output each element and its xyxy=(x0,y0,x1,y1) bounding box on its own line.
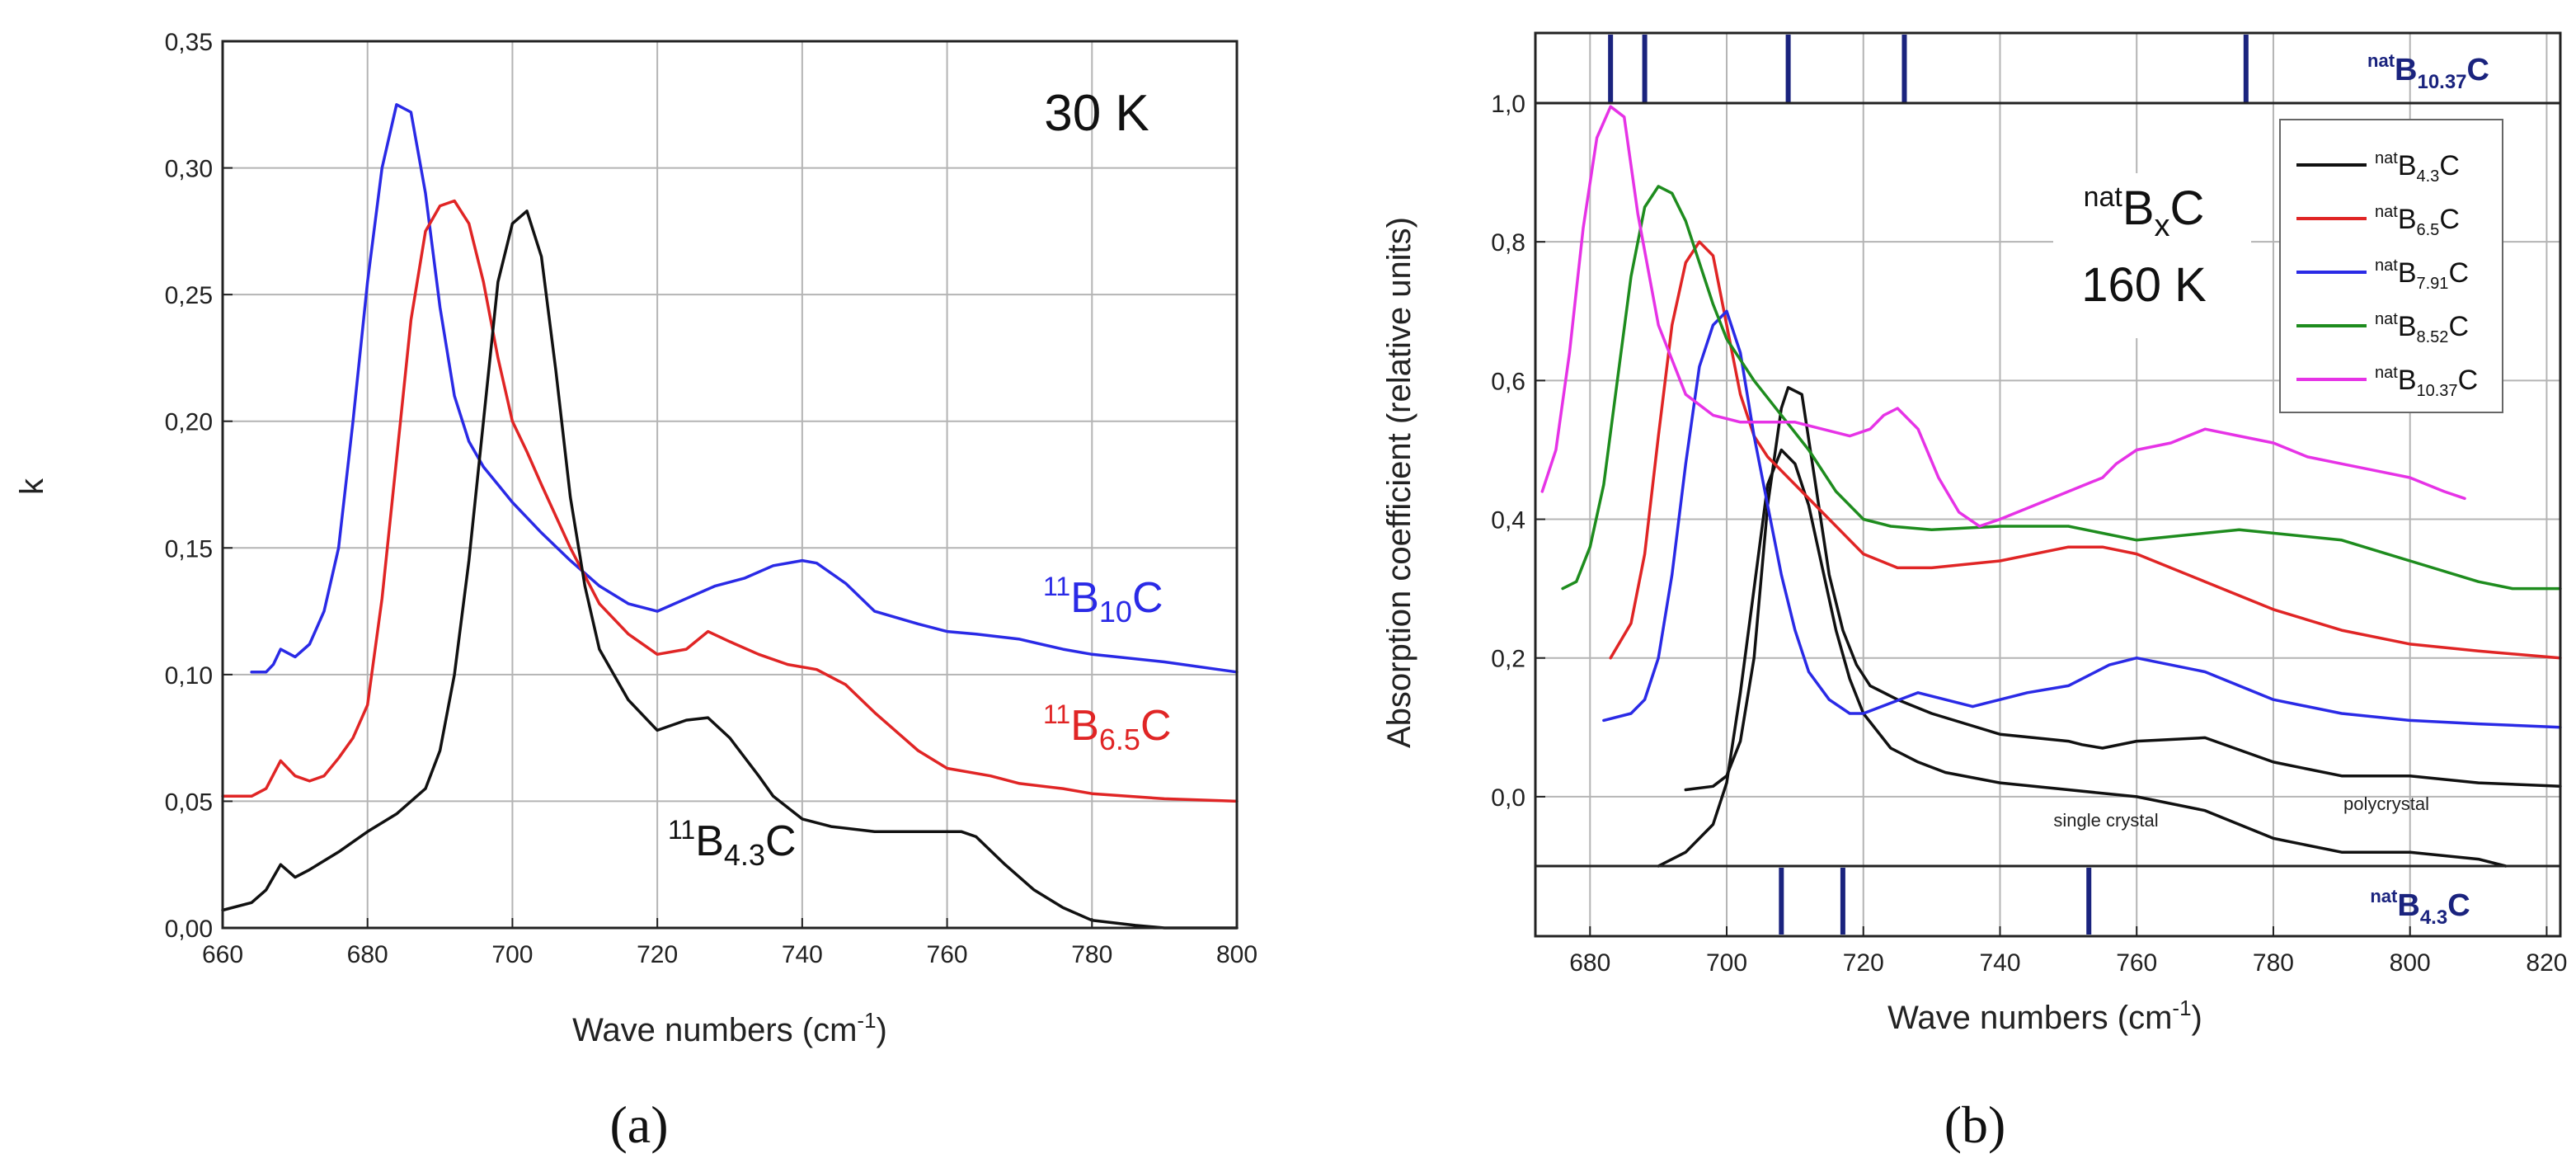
y-tick-label: 0,6 xyxy=(1491,368,1525,395)
chart-a-label-b65c: 11B6.5C xyxy=(1043,699,1172,756)
legend-label-nb1037c: natB10.37C xyxy=(2375,364,2478,400)
chart-b-top-strip-label: natB10.37C xyxy=(2367,50,2489,93)
x-tick-label: 660 xyxy=(202,941,243,968)
x-tick-label: 680 xyxy=(1569,949,1610,977)
chart-a-x-axis-label: Wave numbers (cm-1) xyxy=(572,1008,887,1048)
y-tick-label: 0,20 xyxy=(165,409,213,436)
chart-a-plot-frame xyxy=(221,40,1239,930)
chart-b-plot-frame xyxy=(1534,31,2562,938)
x-tick-label: 740 xyxy=(1979,949,2020,977)
series-line-nb43c_sc xyxy=(1657,448,2508,868)
chart-a-label-b10c: 11B10C xyxy=(1043,572,1163,629)
chart-b-y-ticks: 0,0 0,2 0,4 0,6 0,8 1,0 xyxy=(1491,91,1545,812)
y-tick-label: 1,0 xyxy=(1491,91,1525,118)
legend-label-nb65c: natB6.5C xyxy=(2375,203,2460,239)
chart-b: 680 700 720 740 760 780 800 820 0,0 0,2 0,4 0,6 0,8… xyxy=(1381,31,2567,1154)
chart-b-x-axis-label: Wave numbers (cm-1) xyxy=(1887,996,2202,1036)
chart-a-label-b43c: 11B4.3C xyxy=(668,815,797,872)
chart-b-series xyxy=(1540,105,2562,868)
chart-b-bottom-strip-label: natB4.3C xyxy=(2370,886,2470,929)
x-tick-label: 760 xyxy=(2116,949,2157,977)
series-line-nb791c xyxy=(1602,309,2562,729)
x-tick-label: 700 xyxy=(491,941,533,968)
y-tick-label: 0,2 xyxy=(1491,646,1525,673)
x-tick-label: 700 xyxy=(1706,949,1747,977)
legend-label-nb852c: natB8.52C xyxy=(2375,310,2469,346)
x-tick-label: 720 xyxy=(637,941,678,968)
series-line-nb852c xyxy=(1561,185,2562,591)
x-tick-label: 800 xyxy=(1216,941,1257,968)
series-line-nb1037c xyxy=(1540,105,2466,528)
x-tick-label: 760 xyxy=(927,941,968,968)
series-line-b43c xyxy=(221,210,1239,930)
x-tick-label: 780 xyxy=(2253,949,2294,977)
x-tick-label: 720 xyxy=(1843,949,1884,977)
x-tick-label: 680 xyxy=(347,941,388,968)
legend-label-nb43c: natB4.3C xyxy=(2375,149,2460,186)
chart-b-annotation-composition: natBxC xyxy=(2084,181,2205,243)
x-tick-label: 800 xyxy=(2390,949,2431,977)
y-tick-label: 0,35 xyxy=(165,29,213,56)
y-tick-label: 0,25 xyxy=(165,282,213,309)
chart-a-series xyxy=(221,103,1239,930)
chart-b-legend-box xyxy=(2279,119,2503,413)
x-tick-label: 780 xyxy=(1071,941,1112,968)
y-tick-label: 0,30 xyxy=(165,156,213,183)
y-tick-label: 0,0 xyxy=(1491,784,1525,812)
chart-b-reference-strips xyxy=(1608,35,2249,935)
chart-b-legend: natB4.3C natB6.5C natB7.91C natB8.52C natB10… xyxy=(2279,119,2503,413)
chart-a-x-ticks: 660 680 700 720 740 760 780 800 xyxy=(202,918,1257,968)
chart-b-note-single-crystal: single crystal xyxy=(2053,810,2158,831)
y-tick-label: 0,00 xyxy=(165,916,213,943)
panel-label-a: (a) xyxy=(609,1095,668,1154)
chart-b-note-polycrystal: polycrystal xyxy=(2343,793,2429,814)
y-tick-label: 0,8 xyxy=(1491,229,1525,257)
y-tick-label: 0,10 xyxy=(165,662,213,690)
chart-a-y-ticks: 0,00 0,05 0,10 0,15 0,20 0,25 0,30 0,35 xyxy=(165,29,233,943)
series-line-nb65c xyxy=(1609,240,2562,660)
x-tick-label: 740 xyxy=(782,941,823,968)
x-tick-label: 820 xyxy=(2526,949,2567,977)
series-line-nb43c xyxy=(1684,386,2562,792)
chart-a-temperature-annotation: 30 K xyxy=(1044,85,1149,142)
chart-b-annotation-temperature: 160 K xyxy=(2081,258,2207,312)
chart-a: 660 680 700 720 740 760 780 800 0,00 0,05 0,10 0,1… xyxy=(14,29,1257,1154)
chart-a-y-axis-label: k xyxy=(14,478,50,495)
y-tick-label: 0,4 xyxy=(1491,507,1525,534)
series-line-b10c xyxy=(250,103,1239,674)
series-line-b65c xyxy=(221,199,1239,803)
chart-b-y-axis-label: Absorption coefficient (relative units) xyxy=(1381,217,1417,748)
y-tick-label: 0,05 xyxy=(165,789,213,816)
panel-label-b: (b) xyxy=(1944,1095,2006,1154)
chart-b-x-ticks: 680 700 720 740 760 780 800 820 xyxy=(1569,926,2567,977)
chart-b-annotation-backdrop xyxy=(2053,173,2251,338)
y-tick-label: 0,15 xyxy=(165,535,213,563)
legend-label-nb791c: natB7.91C xyxy=(2375,257,2469,293)
